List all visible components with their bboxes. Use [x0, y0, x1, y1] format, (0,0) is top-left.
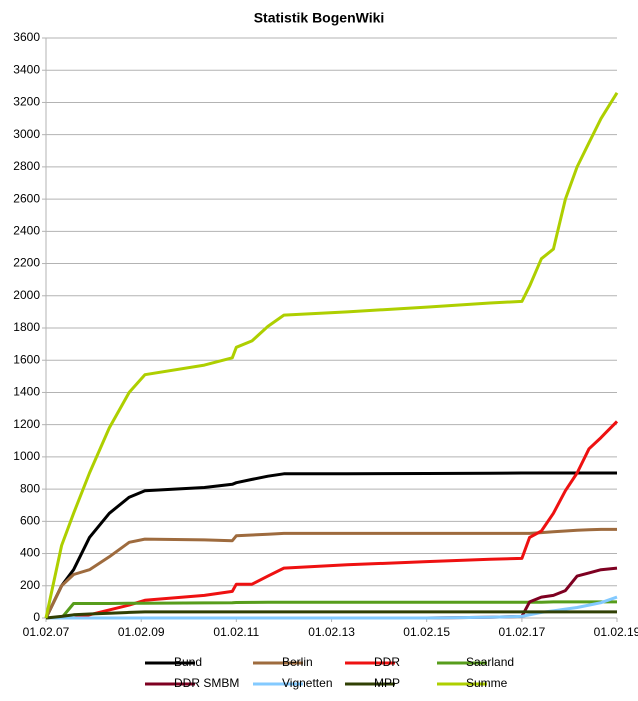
x-tick-label: 01.02.07 — [23, 625, 70, 639]
series-line — [45, 610, 617, 620]
y-tick-label: 0 — [33, 610, 40, 624]
y-tick-label: 1000 — [13, 449, 40, 463]
y-tick-label: 1800 — [13, 320, 40, 334]
series-line — [46, 420, 619, 620]
x-tick-label: 01.02.09 — [118, 625, 165, 639]
x-tick-label: 01.02.19 — [594, 625, 638, 639]
legend-label: DDR SMBM — [174, 676, 239, 690]
y-tick-label: 600 — [20, 514, 40, 528]
series-line — [44, 527, 617, 619]
y-tick-label: 400 — [20, 546, 40, 560]
legend-label: Summe — [466, 676, 508, 690]
y-tick-label: 2200 — [13, 256, 40, 270]
series-line — [44, 471, 617, 619]
legend-label: Berlin — [282, 655, 313, 669]
y-tick-label: 3600 — [13, 30, 40, 44]
legend-label: Bund — [174, 655, 202, 669]
y-tick-label: 1600 — [13, 352, 40, 366]
y-tick-label: 800 — [20, 481, 40, 495]
y-tick-label: 3400 — [13, 62, 40, 76]
y-tick-label: 3200 — [13, 95, 40, 109]
y-tick-label: 1200 — [13, 417, 40, 431]
y-tick-label: 2000 — [13, 288, 40, 302]
series-line — [44, 92, 619, 619]
legend-label: DDR — [374, 655, 400, 669]
x-tick-label: 01.02.11 — [213, 625, 259, 639]
x-tick-label: 01.02.15 — [403, 625, 450, 639]
y-tick-label: 3000 — [13, 127, 40, 141]
series-line — [46, 600, 617, 620]
x-tick-label: 01.02.17 — [499, 625, 546, 639]
series-line — [46, 595, 618, 620]
y-tick-label: 2800 — [13, 159, 40, 173]
y-tick-label: 200 — [20, 578, 40, 592]
legend-label: Vignetten — [282, 676, 333, 690]
chart-title: Statistik BogenWiki — [254, 10, 385, 26]
y-tick-label: 1400 — [13, 385, 40, 399]
y-tick-label: 2600 — [13, 191, 40, 205]
y-tick-label: 2400 — [13, 224, 40, 238]
legend-label: MPP — [374, 676, 400, 690]
x-tick-label: 01.02.13 — [308, 625, 355, 639]
legend-label: Saarland — [466, 655, 514, 669]
